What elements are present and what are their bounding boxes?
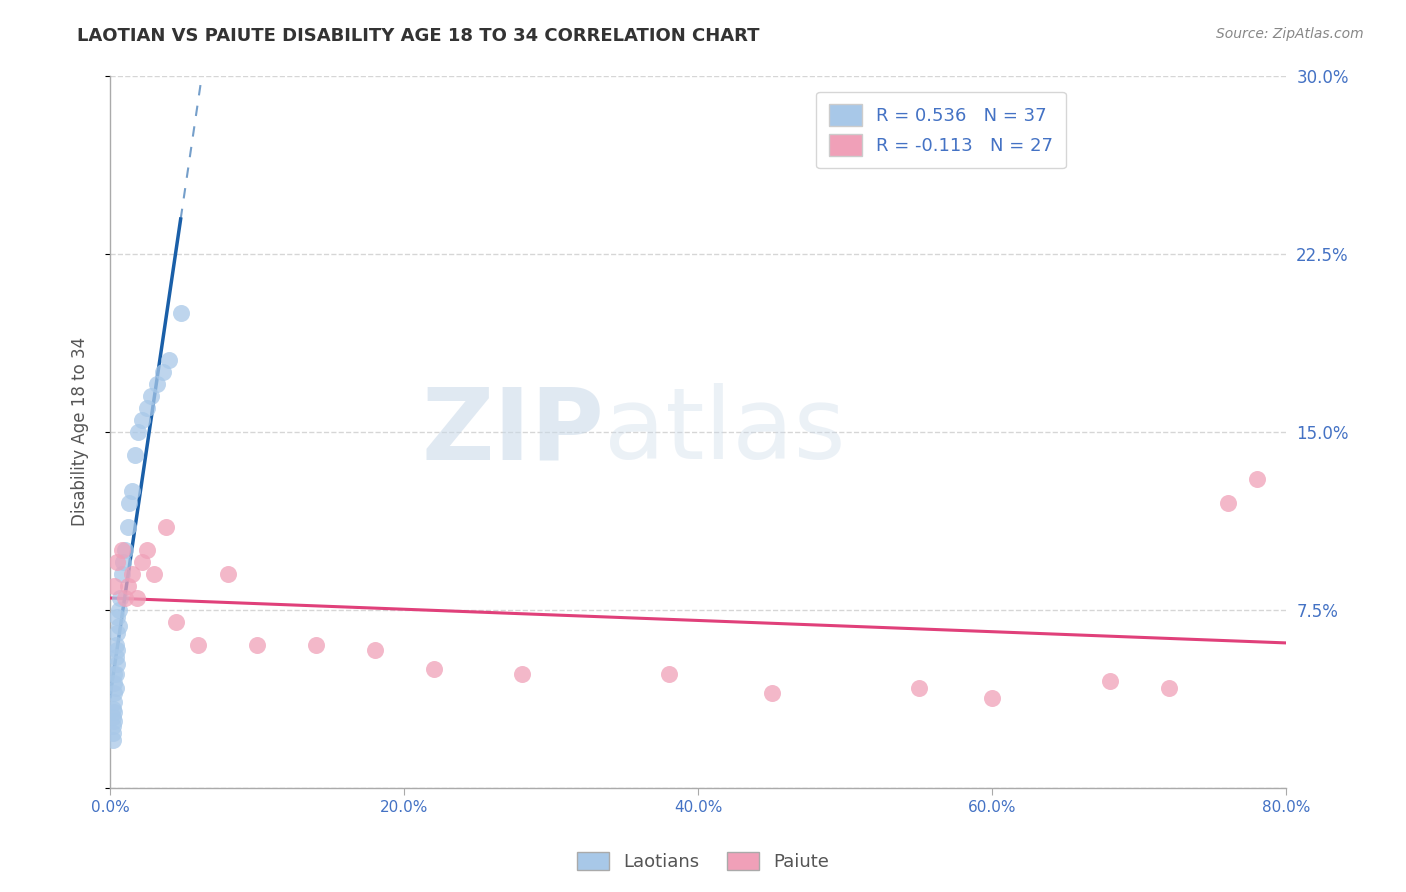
Point: [187, 638, 209, 652]
Point: [111, 567, 134, 582]
Point: [118, 496, 141, 510]
Point: [107, 657, 129, 672]
Point: [103, 676, 125, 690]
Point: [103, 695, 125, 709]
Point: [658, 666, 681, 681]
Point: [117, 519, 139, 533]
Point: [110, 591, 132, 605]
Point: [104, 666, 127, 681]
Point: [114, 591, 136, 605]
Point: [364, 643, 387, 657]
Point: [152, 365, 174, 379]
Point: [101, 702, 124, 716]
Point: [141, 389, 163, 403]
Text: Source: ZipAtlas.com: Source: ZipAtlas.com: [1216, 27, 1364, 41]
Point: [103, 686, 125, 700]
Text: LAOTIAN VS PAIUTE DISABILITY AGE 18 TO 34 CORRELATION CHART: LAOTIAN VS PAIUTE DISABILITY AGE 18 TO 3…: [77, 27, 759, 45]
Point: [108, 619, 131, 633]
Point: [1098, 673, 1121, 688]
Point: [108, 603, 131, 617]
Point: [104, 638, 127, 652]
Legend: R = 0.536   N = 37, R = -0.113   N = 27: R = 0.536 N = 37, R = -0.113 N = 27: [817, 92, 1066, 169]
Point: [422, 662, 444, 676]
Point: [103, 579, 125, 593]
Point: [157, 353, 180, 368]
Point: [104, 681, 127, 695]
Point: [305, 638, 328, 652]
Point: [155, 519, 177, 533]
Point: [1246, 472, 1268, 486]
Point: [121, 567, 143, 582]
Point: [107, 643, 129, 657]
Point: [112, 555, 135, 569]
Legend: Laotians, Paiute: Laotians, Paiute: [569, 845, 837, 879]
Point: [117, 579, 139, 593]
Point: [981, 690, 1004, 705]
Point: [510, 666, 533, 681]
Point: [143, 567, 166, 582]
Point: [107, 626, 129, 640]
Point: [131, 413, 153, 427]
Point: [908, 681, 931, 695]
Point: [135, 543, 157, 558]
Point: [761, 686, 783, 700]
Point: [114, 543, 136, 558]
Point: [107, 555, 129, 569]
Point: [101, 726, 124, 740]
Point: [104, 650, 127, 665]
Point: [169, 306, 191, 320]
Text: ZIP: ZIP: [422, 384, 605, 480]
Point: [101, 709, 124, 723]
Point: [103, 705, 125, 719]
Point: [127, 425, 149, 439]
Point: [131, 555, 153, 569]
Point: [103, 714, 125, 729]
Point: [146, 377, 169, 392]
Y-axis label: Disability Age 18 to 34: Disability Age 18 to 34: [72, 337, 89, 526]
Point: [124, 449, 146, 463]
Point: [1216, 496, 1239, 510]
Point: [217, 567, 239, 582]
Point: [1157, 681, 1180, 695]
Point: [125, 591, 148, 605]
Point: [246, 638, 269, 652]
Point: [121, 483, 143, 498]
Text: atlas: atlas: [605, 384, 846, 480]
Point: [101, 719, 124, 733]
Point: [107, 610, 129, 624]
Point: [135, 401, 157, 415]
Point: [101, 733, 124, 747]
Point: [165, 615, 187, 629]
Point: [111, 543, 134, 558]
Point: [103, 666, 125, 681]
